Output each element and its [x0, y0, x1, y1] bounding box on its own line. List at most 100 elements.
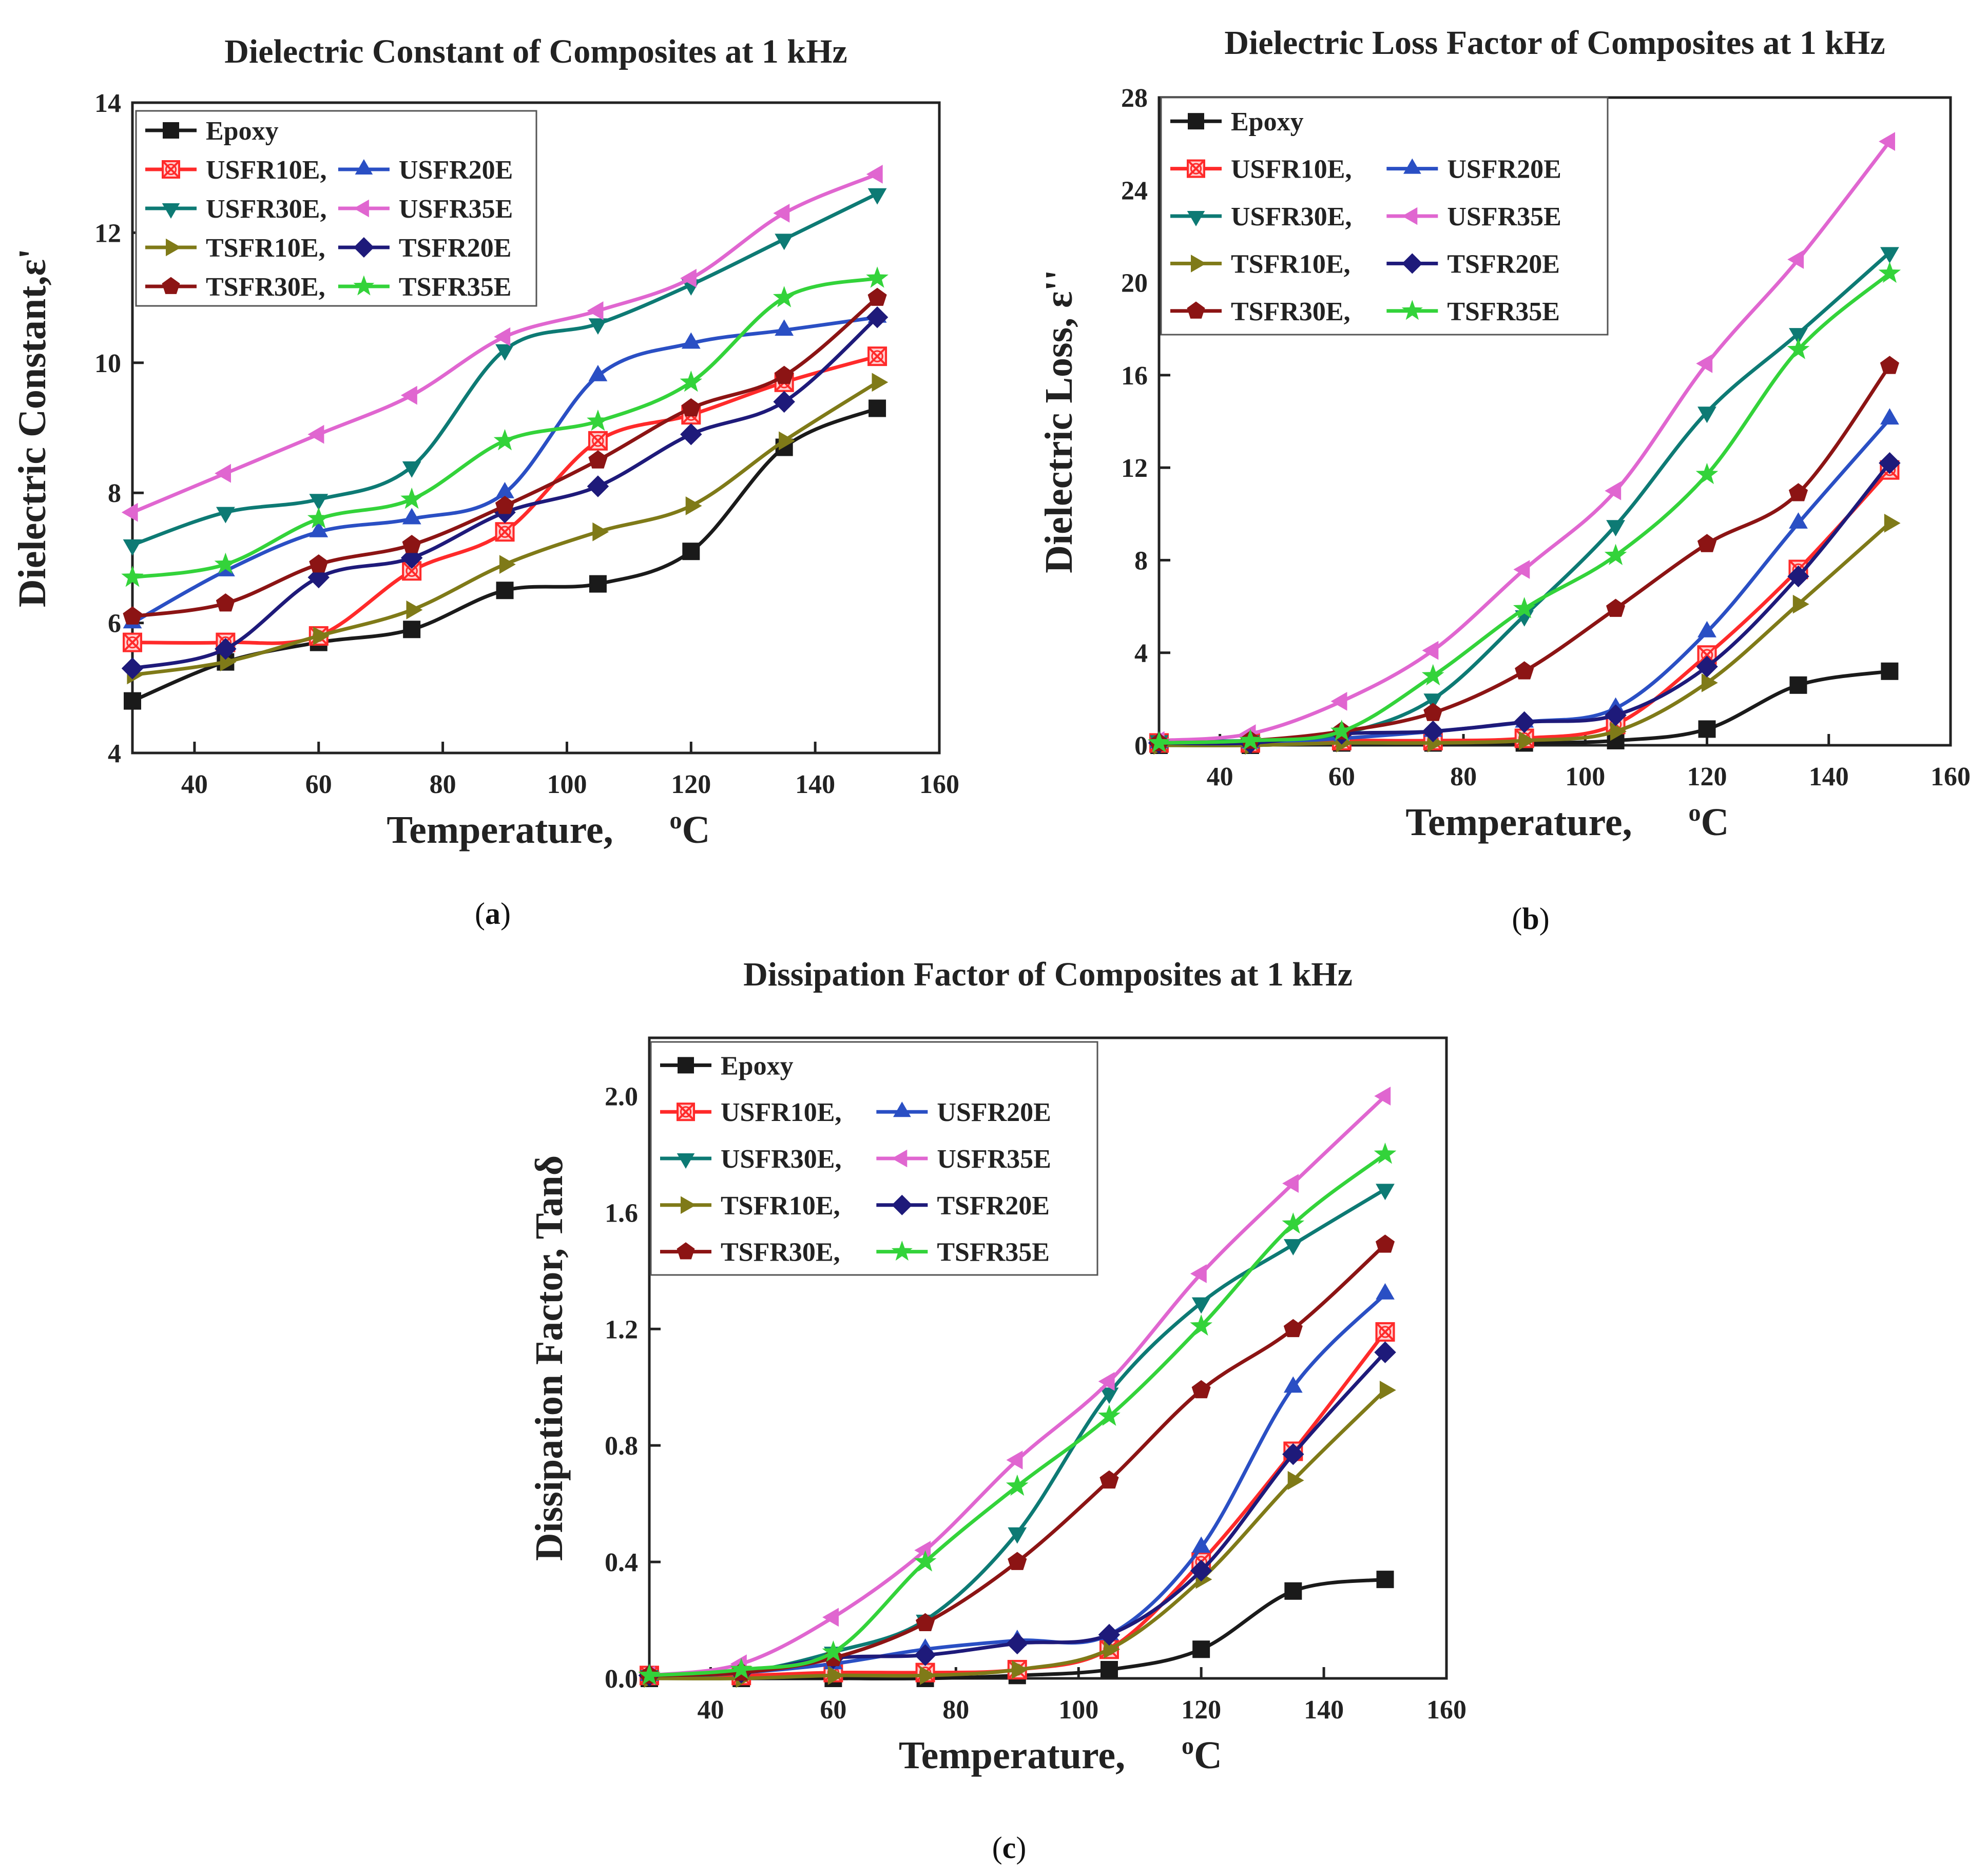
data-point	[1375, 1234, 1395, 1253]
legend-label: TSFR10E,	[721, 1191, 840, 1221]
data-point	[1379, 1381, 1396, 1400]
legend-label: USFR30E,	[206, 195, 326, 224]
data-point	[589, 575, 607, 593]
data-point	[307, 424, 324, 444]
data-point	[773, 204, 790, 223]
data-point	[588, 431, 608, 451]
data-point	[309, 554, 329, 573]
data-point	[1376, 1184, 1395, 1201]
data-point	[1423, 703, 1443, 721]
legend-item-USFR20E: USFR20E	[876, 1098, 1051, 1127]
legend-marker	[1403, 158, 1421, 174]
legend-item-USFR35E: USFR35E	[338, 195, 513, 224]
data-point	[1513, 711, 1535, 733]
legend-label: TSFR20E	[399, 234, 512, 263]
data-point	[1697, 407, 1716, 423]
data-point	[1605, 481, 1622, 500]
data-point	[680, 423, 702, 446]
legend-item-USFR30E: USFR30E,	[145, 195, 326, 224]
data-point	[495, 344, 514, 361]
data-point	[1513, 560, 1530, 579]
x-tick-label: 100	[1565, 762, 1605, 791]
data-point	[587, 409, 609, 431]
series-line	[1159, 364, 1892, 745]
y-tick-label: 0.4	[605, 1548, 638, 1577]
data-point	[1283, 1239, 1303, 1255]
series-line	[1159, 418, 1892, 745]
x-tick-label: 160	[919, 770, 959, 799]
data-point	[1789, 328, 1808, 344]
data-point	[1788, 483, 1808, 501]
data-point	[1610, 722, 1627, 741]
data-point	[867, 287, 887, 306]
data-point	[1006, 1632, 1028, 1655]
data-point	[406, 600, 423, 620]
data-point	[775, 319, 794, 336]
legend-marker	[162, 203, 180, 219]
legend-marker	[678, 1057, 694, 1074]
data-point	[1513, 597, 1536, 618]
data-point	[775, 234, 794, 250]
data-point	[1190, 1314, 1212, 1336]
data-point	[1099, 1387, 1119, 1404]
legend-label: Epoxy	[1231, 107, 1304, 137]
series-line	[649, 1153, 1386, 1677]
series-line	[131, 315, 878, 625]
legend-label: TSFR30E,	[206, 273, 325, 302]
chart-title: Dielectric Constant of Composites at 1 k…	[224, 33, 847, 70]
data-point	[1515, 661, 1534, 680]
data-point	[215, 463, 231, 483]
x-tick-label: 80	[430, 770, 456, 799]
legend-marker	[1187, 301, 1205, 319]
data-point	[1696, 354, 1713, 373]
legend-label: USFR20E	[1447, 155, 1561, 184]
series-TSFR35E	[638, 1143, 1397, 1685]
series-line	[649, 1094, 1386, 1677]
legend-item-TSFR20E: TSFR20E	[876, 1191, 1050, 1221]
data-point	[1375, 1322, 1395, 1342]
chart-panel-b: Dielectric Loss Factor of Composites at …	[1037, 24, 1971, 844]
legend-label: USFR10E,	[1231, 155, 1352, 184]
legend-item-TSFR10E: TSFR10E,	[1170, 249, 1350, 279]
data-point	[1879, 452, 1901, 474]
data-point	[1606, 598, 1626, 617]
data-point	[1330, 720, 1353, 741]
legend-label: TSFR35E	[1447, 297, 1560, 326]
series-line	[1159, 272, 1891, 745]
legend-item-Epoxy: Epoxy	[1170, 107, 1304, 137]
legend-box	[135, 110, 537, 307]
data-point	[1701, 673, 1718, 692]
data-point	[1880, 356, 1899, 374]
y-tick-label: 8	[1134, 546, 1148, 575]
data-point	[1098, 1372, 1115, 1391]
legend-item-TSFR20E: TSFR20E	[338, 234, 512, 263]
data-point	[1881, 662, 1899, 680]
panel-label-c: (c)	[992, 1831, 1027, 1865]
data-point	[216, 593, 235, 612]
x-axis-unit: oC	[1182, 1732, 1222, 1777]
legend-item-USFR35E: USFR35E	[1386, 202, 1561, 231]
legend-marker	[677, 1153, 695, 1169]
y-tick-label: 12	[1121, 454, 1148, 483]
data-point	[1191, 1536, 1211, 1553]
legend-marker	[166, 238, 181, 257]
data-point	[1696, 655, 1718, 678]
y-tick-label: 28	[1121, 84, 1148, 113]
data-point	[403, 621, 421, 639]
legend-marker	[677, 1103, 695, 1121]
data-point	[1008, 1552, 1027, 1570]
data-point	[916, 1613, 935, 1631]
x-tick-label: 140	[1809, 762, 1849, 791]
legend-item-USFR35E: USFR35E	[876, 1145, 1051, 1174]
data-point	[681, 332, 701, 349]
data-point	[1605, 704, 1627, 726]
y-tick-label: 0	[1134, 731, 1148, 761]
data-point	[872, 373, 889, 392]
legend-label: TSFR35E	[937, 1238, 1050, 1267]
data-point	[216, 507, 235, 524]
data-point	[1283, 1376, 1303, 1393]
data-point	[867, 188, 887, 205]
data-point	[1423, 693, 1443, 710]
legend-marker	[891, 1241, 913, 1261]
legend-marker	[353, 275, 375, 296]
